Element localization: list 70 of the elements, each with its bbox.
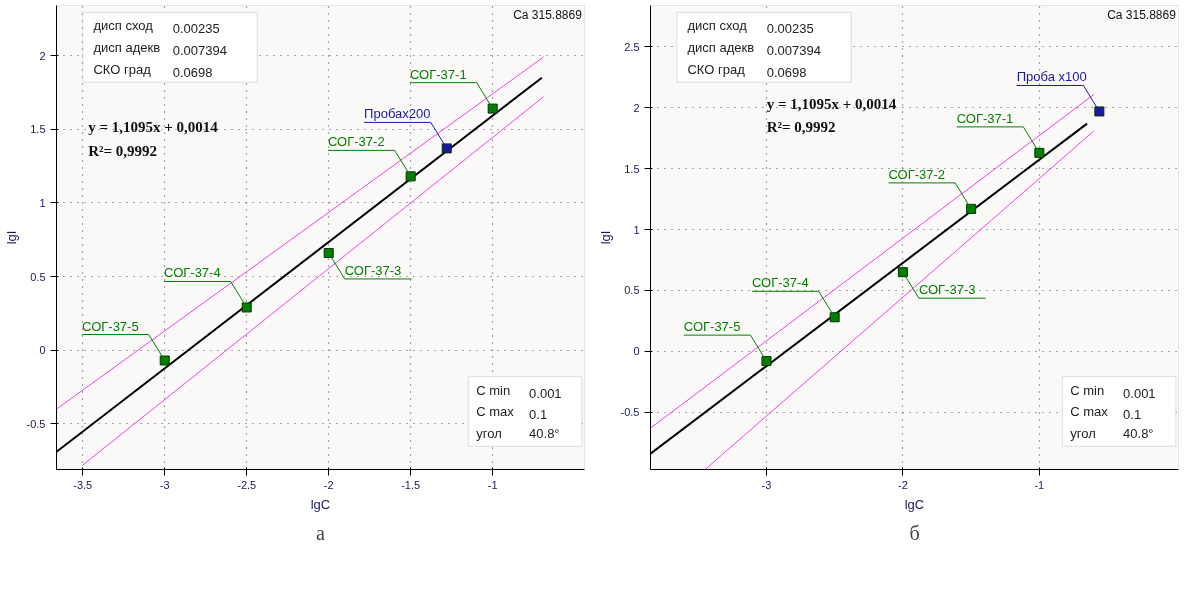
x-tick-label: -2 xyxy=(323,478,334,491)
annotation: СОГ-37-3 xyxy=(344,262,402,278)
y-tick-label: -0.5 xyxy=(26,417,46,430)
x-tick-label: -2 xyxy=(898,478,908,491)
point xyxy=(159,355,170,366)
text: дисп сход 0.00235 xyxy=(93,18,220,37)
point xyxy=(1094,106,1105,117)
annotation: СОГ-37-1 xyxy=(956,110,1014,126)
x-tick-label: -2.5 xyxy=(237,478,257,491)
annotation: y = 1,1095x + 0,0014 xyxy=(766,96,897,113)
annotation: Пробах200 xyxy=(364,106,431,122)
y-tick-label: 2 xyxy=(633,101,640,114)
point xyxy=(241,302,252,313)
text: угол 40.8° xyxy=(1070,426,1154,442)
annotation: СОГ-37-2 xyxy=(888,166,946,182)
point xyxy=(897,267,908,278)
annotation: СОГ-37-5 xyxy=(683,319,741,335)
annotation: СОГ-37-4 xyxy=(752,275,809,291)
annotation: C max 0.1 xyxy=(1070,404,1142,423)
annotation: СОГ-37-3 xyxy=(918,282,976,298)
point xyxy=(405,171,416,182)
point xyxy=(761,356,772,367)
x-tick-label: -3.5 xyxy=(73,478,93,491)
annotation: R²= 0,9992 xyxy=(88,142,158,159)
point xyxy=(441,143,452,154)
x-tick-label: -1 xyxy=(1034,478,1045,491)
text: C min 0.001 xyxy=(1070,382,1156,401)
x-tick-label: -3 xyxy=(761,478,772,491)
annotation: СОГ-37-4 xyxy=(164,265,221,281)
point xyxy=(829,312,840,323)
point xyxy=(966,203,977,214)
y-tick-label: 1 xyxy=(633,223,640,236)
y-axis-title: lgI xyxy=(597,230,613,245)
y-tick-label: 0 xyxy=(39,344,46,357)
annotation: СОГ-37-5 xyxy=(82,318,139,334)
y-tick-label: -0.5 xyxy=(620,406,640,419)
x-tick-label: -1.5 xyxy=(401,478,421,491)
y-tick-label: 1.5 xyxy=(624,162,640,175)
x-tick-label: -3 xyxy=(159,478,170,491)
text: б xyxy=(909,521,920,544)
point xyxy=(323,247,334,258)
text: СКО град 0.0698 xyxy=(93,61,213,80)
annotation: СОГ-37-1 xyxy=(410,66,467,82)
text: а xyxy=(316,521,326,544)
annotation: Ca 315.8869 xyxy=(513,7,583,22)
x-tick-label: -1 xyxy=(487,478,498,491)
annotation: дисп адекв 0.007394 xyxy=(687,40,821,59)
y-tick-label: 0.5 xyxy=(30,270,46,283)
annotation: СОГ-37-2 xyxy=(328,134,385,150)
point xyxy=(487,103,498,114)
y-tick-label: 2 xyxy=(39,49,46,62)
annotation: дисп адекв 0.007394 xyxy=(93,40,227,59)
y-tick-label: 2.5 xyxy=(624,40,640,53)
annotation: Ca 315.8869 xyxy=(1107,7,1177,22)
y-tick-label: 0 xyxy=(633,345,640,358)
text: C min 0.001 xyxy=(476,382,562,401)
y-tick-label: 1.5 xyxy=(30,123,46,136)
text: СКО град 0.0698 xyxy=(687,61,807,80)
x-axis-title: lgC xyxy=(310,496,331,512)
annotation: y = 1,1095x + 0,0014 xyxy=(88,119,219,136)
annotation: C max 0.1 xyxy=(476,404,548,423)
text: дисп сход 0.00235 xyxy=(687,18,814,37)
annotation: R²= 0,9992 xyxy=(766,119,836,136)
annotation: Проба x100 xyxy=(1016,69,1087,85)
y-axis-title: lgI xyxy=(3,230,19,245)
y-tick-label: 1 xyxy=(39,196,46,209)
y-tick-label: 0.5 xyxy=(624,284,640,297)
x-axis-title: lgC xyxy=(904,496,925,512)
point xyxy=(1034,147,1045,158)
text: угол 40.8° xyxy=(476,426,560,442)
